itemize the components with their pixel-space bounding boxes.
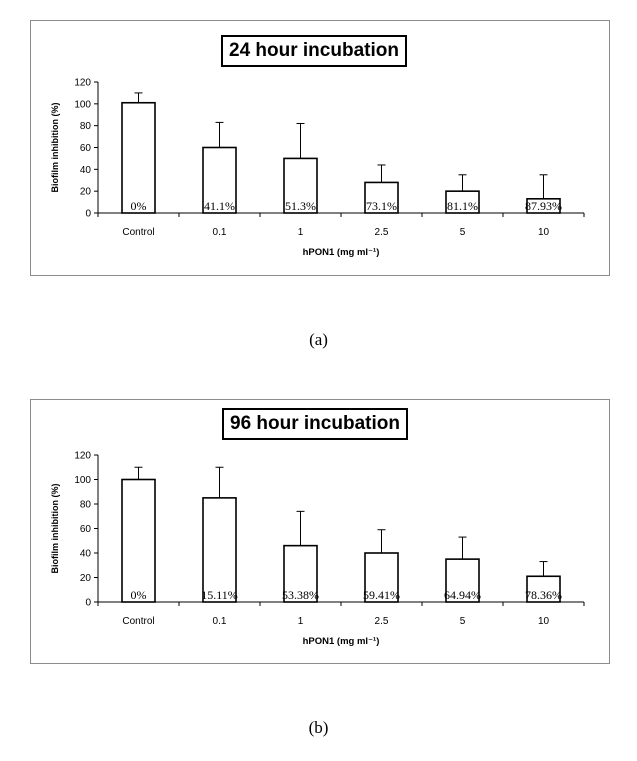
bar [283,544,318,603]
y-tick-label: 0 [85,209,91,220]
y-tick-label: 100 [74,475,91,486]
bar [445,190,480,214]
y-tick-label: 120 [74,78,91,89]
data-label: 51.3% [285,199,316,213]
chart-title: 24 hour incubation [221,35,407,67]
data-label: 87.93% [525,199,562,213]
x-category-label: 1 [298,227,304,238]
data-label: 73.1% [366,199,397,213]
x-category-label: 5 [460,616,466,627]
bar [364,181,399,214]
y-tick-label: 60 [80,524,92,535]
x-category-label: 2.5 [375,227,389,238]
bar [364,552,399,603]
x-category-label: Control [122,227,154,238]
chart-title: 96 hour incubation [222,408,408,440]
y-axis-title: Biofilm inhibition (%) [50,103,60,193]
data-label: 53.38% [282,588,319,602]
y-tick-label: 80 [80,500,92,511]
bar [121,478,156,603]
y-tick-label: 20 [80,187,92,198]
data-label: 41.1% [204,199,235,213]
data-label: 64.94% [444,588,481,602]
y-tick-label: 120 [74,451,91,462]
bar [283,157,318,214]
y-tick-label: 80 [80,121,92,132]
y-tick-label: 60 [80,143,92,154]
bar [526,575,561,603]
x-category-label: 2.5 [375,616,389,627]
bar [526,198,561,214]
bar [121,101,156,214]
y-tick-label: 20 [80,573,92,584]
x-category-label: 10 [538,616,550,627]
bar [445,558,480,603]
data-label: 15.11% [201,588,238,602]
x-category-label: Control [122,616,154,627]
bar-chart-96h: 0 20 40 60 80 100 120 0% Control 15.11% 0.1 53.38% 1… [50,451,585,647]
x-category-label: 1 [298,616,304,627]
y-tick-label: 0 [85,598,91,609]
data-label: 59.41% [363,588,400,602]
bar-chart-24h: 0 20 40 60 80 100 120 0% Control 41.1% 0.1 51.3% 1 73… [50,78,585,258]
bar [202,497,237,603]
bar [202,146,237,214]
x-axis-title: hPON1 (mg ml⁻¹) [303,247,380,258]
data-label: 78.36% [525,588,562,602]
x-category-label: 5 [460,227,466,238]
x-axis-title: hPON1 (mg ml⁻¹) [303,636,380,647]
y-tick-label: 40 [80,549,92,560]
chart-panel-96h: 96 hour incubation 0 20 40 60 80 100 120 0% Cont… [30,399,610,664]
x-category-label: 0.1 [213,616,227,627]
y-tick-label: 40 [80,165,92,176]
data-label: 0% [131,199,147,213]
x-category-label: 10 [538,227,550,238]
x-category-label: 0.1 [213,227,227,238]
chart-panel-24h: 24 hour incubation 0 20 40 60 80 100 120 0% Cont… [30,20,610,276]
data-label: 81.1% [447,199,478,213]
data-label: 0% [131,588,147,602]
y-tick-label: 100 [74,99,91,110]
y-axis-title: Biofilm inhibition (%) [50,484,60,574]
figure-caption-a: (a) [309,330,328,349]
figure-caption-b: (b) [308,718,329,737]
